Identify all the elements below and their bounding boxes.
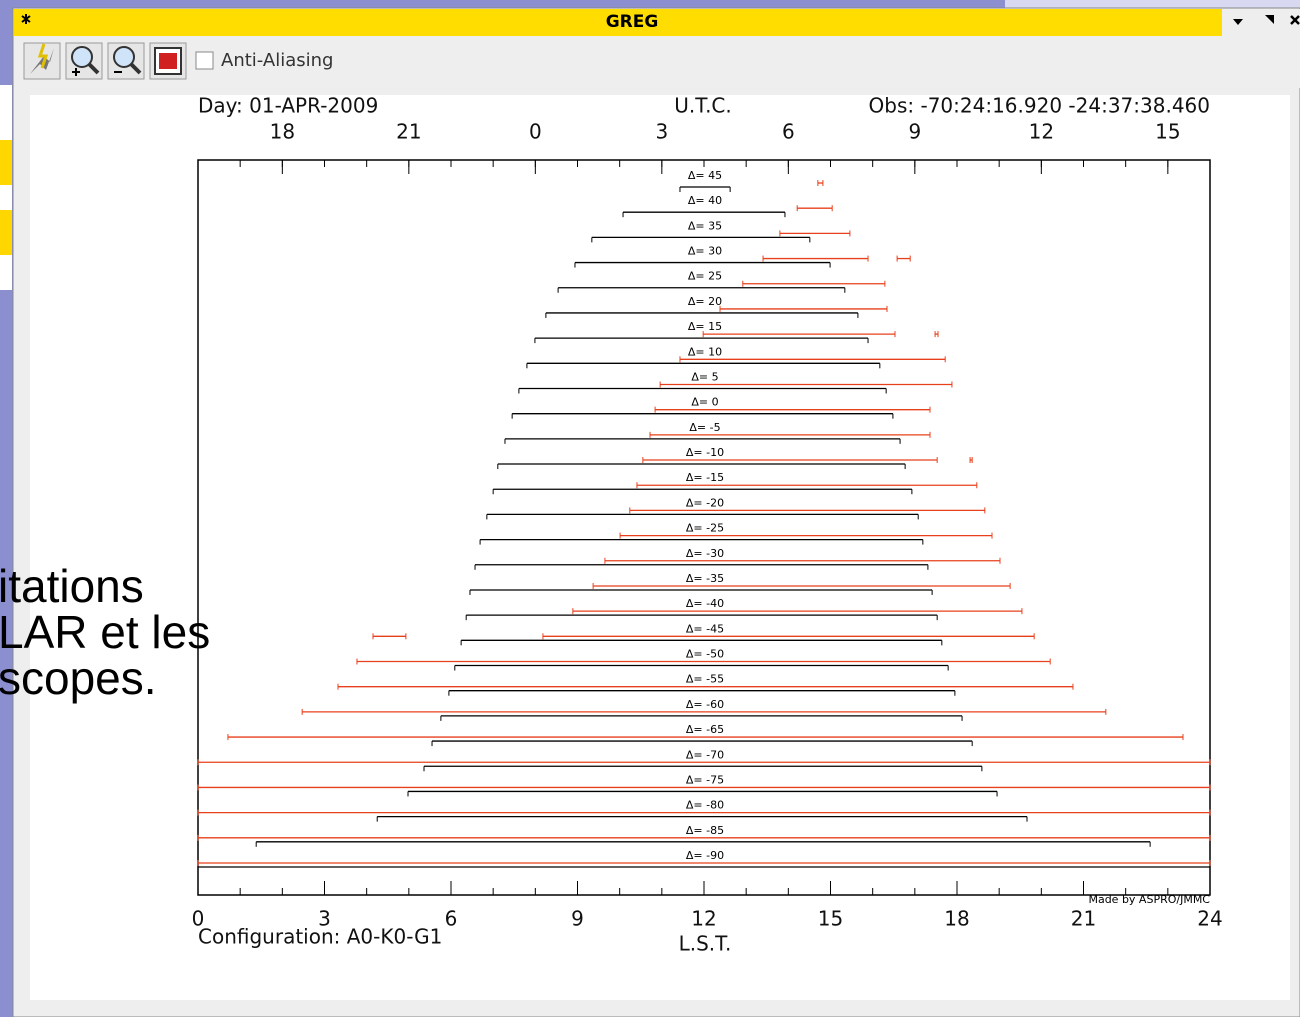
zoom-in-button[interactable] <box>65 42 103 80</box>
row-label: Δ= -30 <box>686 547 724 560</box>
row-label: Δ= -20 <box>686 496 724 509</box>
x2-tick-label: 3 <box>655 120 668 144</box>
row-label: Δ= -35 <box>686 572 724 585</box>
row-label: Δ= 5 <box>691 370 718 383</box>
fit-button[interactable] <box>149 42 187 80</box>
background-text: scopes. <box>0 652 157 704</box>
x-tick-label: 3 <box>318 907 331 931</box>
row-label: Δ= -45 <box>686 622 724 635</box>
row-label: Δ= 15 <box>688 320 722 333</box>
row-label: Δ= -10 <box>686 446 724 459</box>
pin-button[interactable] <box>21 14 31 24</box>
title-bar <box>14 9 1300 36</box>
row-label: Δ= -90 <box>686 849 724 862</box>
anti-aliasing-checkbox[interactable] <box>195 51 214 70</box>
row-label: Δ= -55 <box>686 673 724 686</box>
x-tick-label: 18 <box>944 907 969 931</box>
row-label: Δ= 0 <box>691 396 718 409</box>
row-label: Δ= 10 <box>688 345 722 358</box>
row-label: Δ= 35 <box>688 219 722 232</box>
x2-tick-label: 18 <box>270 120 295 144</box>
row-label: Δ= -85 <box>686 824 724 837</box>
x-axis-label: L.S.T. <box>679 932 732 956</box>
toolbar <box>14 36 1300 88</box>
side-bar <box>0 210 12 255</box>
x-tick-label: 24 <box>1197 907 1222 931</box>
x-tick-label: 12 <box>691 907 716 931</box>
background-text: LAR et les <box>0 606 210 658</box>
row-label: Δ= 30 <box>688 245 722 258</box>
x2-axis-label: U.T.C. <box>674 94 732 118</box>
row-label: Δ= 40 <box>688 194 722 207</box>
row-label: Δ= 25 <box>688 270 722 283</box>
row-label: Δ= -50 <box>686 648 724 661</box>
plot-canvas <box>30 95 1290 1000</box>
row-label: Δ= -40 <box>686 597 724 610</box>
menu-button[interactable] <box>1233 19 1243 25</box>
window-title: GREG <box>606 12 659 32</box>
x2-tick-label: 21 <box>396 120 421 144</box>
date-label: Day: 01-APR-2009 <box>198 94 378 118</box>
x-tick-label: 0 <box>192 907 205 931</box>
row-label: Δ= -15 <box>686 471 724 484</box>
x-tick-label: 9 <box>571 907 584 931</box>
plot: 0 3 6 9 12 15 18 21 24 18 21 0 3 6 9 12 15 Δ= 45 Δ= 40 Δ= 3… <box>192 120 1223 931</box>
row-label: Δ= -70 <box>686 748 724 761</box>
other-window <box>1005 0 1300 8</box>
x2-tick-label: 12 <box>1029 120 1054 144</box>
row-label: Δ= -5 <box>689 421 720 434</box>
row-label: Δ= -60 <box>686 698 724 711</box>
credit: Made by ASPRO/JMMC <box>1088 893 1210 906</box>
side-bar <box>0 140 12 185</box>
x-tick-label: 6 <box>445 907 458 931</box>
x-tick-label: 21 <box>1071 907 1096 931</box>
row-label: Δ= -25 <box>686 522 724 535</box>
maximize-button[interactable] <box>1265 15 1274 24</box>
connect-button[interactable] <box>23 42 61 80</box>
observatory-label: Obs: -70:24:16.920 -24:37:38.460 <box>869 94 1210 118</box>
x2-tick-label: 9 <box>908 120 921 144</box>
row-label: Δ= 20 <box>688 295 722 308</box>
x2-tick-label: 15 <box>1155 120 1180 144</box>
x2-tick-label: 6 <box>782 120 795 144</box>
side-panel <box>0 85 12 290</box>
row-label: Δ= -80 <box>686 799 724 812</box>
row-label: Δ= -65 <box>686 723 724 736</box>
background-text: itations <box>0 560 144 612</box>
close-button[interactable] <box>1290 15 1300 25</box>
x-tick-label: 15 <box>818 907 843 931</box>
zoom-out-button[interactable] <box>107 42 145 80</box>
configuration-label: Configuration: A0-K0-G1 <box>198 925 442 949</box>
row-label: Δ= 45 <box>688 169 722 182</box>
checkbox-label: Anti-Aliasing <box>221 50 333 71</box>
title-buttons <box>1222 9 1300 36</box>
row-label: Δ= -75 <box>686 773 724 786</box>
x2-tick-label: 0 <box>529 120 542 144</box>
